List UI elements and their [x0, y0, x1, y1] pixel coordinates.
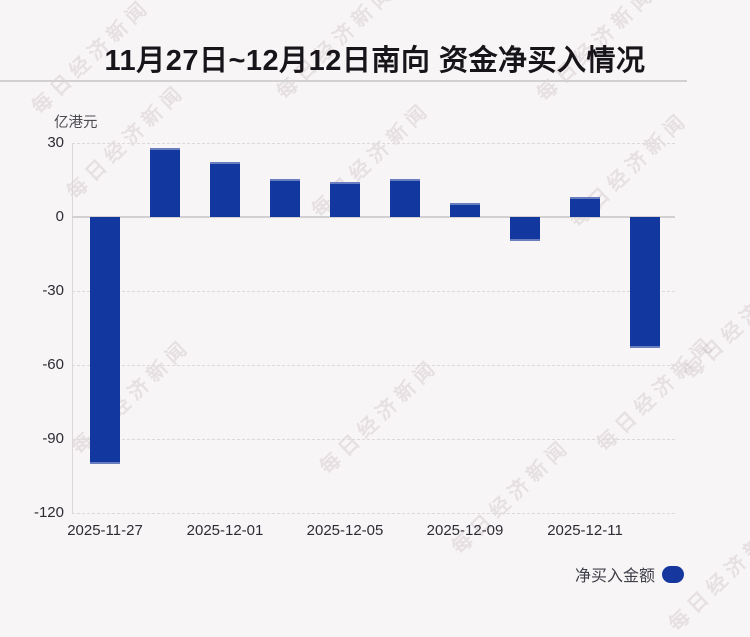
- legend-marker: [662, 565, 684, 583]
- bar: [330, 182, 360, 217]
- y-axis-unit-label: 亿港元: [54, 115, 98, 131]
- y-tick-label: 30: [47, 134, 64, 152]
- gridline: [72, 143, 675, 144]
- bar: [510, 217, 540, 241]
- y-axis-line: [72, 143, 73, 513]
- bar: [210, 162, 240, 217]
- bar: [270, 178, 300, 217]
- x-tick-label: 2025-12-09: [426, 522, 504, 539]
- legend-label: 净买入金额: [574, 568, 655, 585]
- legend: 净买入金额: [575, 562, 684, 586]
- x-tick-label: 2025-12-11: [547, 522, 623, 539]
- gridline: [72, 291, 675, 292]
- bar: [150, 148, 180, 217]
- x-tick-label: 2025-12-05: [306, 522, 384, 539]
- bar: [630, 217, 660, 348]
- bar: [390, 178, 420, 217]
- y-tick-label: -60: [42, 356, 64, 374]
- chart-title: 11月27日~12月12日南向 资金净买入情况: [104, 45, 646, 78]
- bar: [570, 196, 600, 217]
- x-tick-label: 2025-11-27: [67, 522, 143, 539]
- bar: [90, 217, 120, 464]
- title-divider: [0, 80, 687, 82]
- y-tick-label: 0: [55, 208, 64, 226]
- gridline: [72, 439, 675, 440]
- gridline: [72, 513, 675, 514]
- gridline: [72, 365, 675, 366]
- bar: [450, 202, 480, 217]
- watermark: 每日经济新闻: [679, 259, 750, 384]
- zero-gridline: [72, 216, 675, 218]
- y-tick-label: -90: [42, 430, 64, 448]
- y-tick-label: -120: [33, 504, 64, 522]
- x-tick-label: 2025-12-01: [186, 522, 264, 539]
- y-tick-label: -30: [42, 282, 64, 300]
- plot-area: 30 0 -30 -60 -90 -120 2025-11-27 2025-12-01 2025…: [34, 134, 675, 539]
